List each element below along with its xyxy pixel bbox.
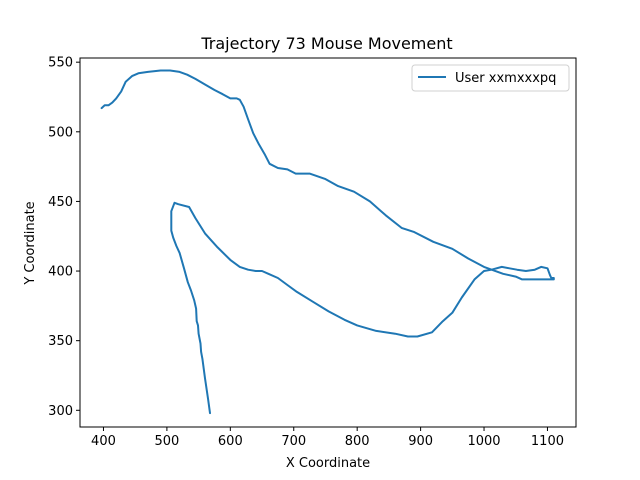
legend: User xxmxxxpq <box>411 64 570 92</box>
y-tick-label: 300 <box>48 404 73 419</box>
x-tick-label: 700 <box>281 434 306 449</box>
plot-area <box>100 69 555 415</box>
y-tick-label: 500 <box>48 125 73 140</box>
x-tick-label: 1100 <box>531 434 564 449</box>
y-tick-label: 400 <box>48 265 73 280</box>
y-axis: 300 350 400 450 500 550 <box>48 56 80 419</box>
legend-box <box>411 64 570 92</box>
x-tick-label: 900 <box>408 434 433 449</box>
x-tick-label: 1000 <box>467 434 500 449</box>
x-axis: 400 500 600 700 800 900 1000 1100 <box>91 427 564 449</box>
series-line-0 <box>100 69 555 415</box>
x-tick-label: 600 <box>218 434 243 449</box>
x-tick-label: 400 <box>91 434 116 449</box>
y-tick-label: 450 <box>48 195 73 210</box>
chart-title: Trajectory 73 Mouse Movement <box>200 34 452 53</box>
y-tick-label: 350 <box>48 334 73 349</box>
x-axis-title: X Coordinate <box>286 456 370 471</box>
legend-label: User xxmxxxpq <box>455 71 556 86</box>
x-tick-label: 800 <box>345 434 370 449</box>
y-axis-title: Y Coordinate <box>23 201 38 285</box>
y-tick-label: 550 <box>48 56 73 71</box>
axes-frame <box>79 57 577 428</box>
x-tick-label: 500 <box>154 434 179 449</box>
